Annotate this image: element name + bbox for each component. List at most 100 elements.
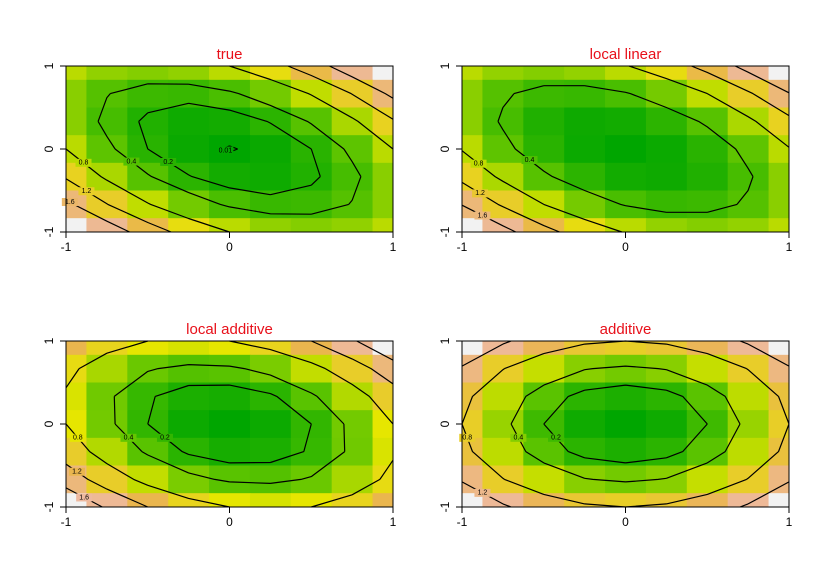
heat-cell [66,382,87,411]
heat-cell [249,135,292,164]
heat-cell [86,107,128,136]
heat-cell [605,437,647,466]
x-tick-label: 1 [390,240,397,254]
heat-cell [86,218,128,233]
heat-cell [86,354,128,383]
x-tick-label: 1 [786,240,793,254]
contour-label-bg [470,159,487,168]
heat-cell [686,66,729,81]
heat-cell [127,218,169,233]
heat-cell [645,341,688,356]
heat-cell [564,66,606,81]
heat-cell [372,341,394,356]
heat-cell [605,493,647,508]
heat-cell [290,162,333,191]
plot-area: 0.01 0.2 0.4 0.8 1.2 1.6 [61,65,394,233]
heat-cell [331,382,374,411]
heat-cell [727,341,770,356]
heat-cell [686,107,729,136]
heat-cell [727,107,770,136]
contour-line [113,364,346,484]
contour-label-bg [474,488,491,497]
heat-cell [209,66,251,81]
contour-label-bg [548,433,565,442]
contour-label-bg [472,189,489,198]
heat-cell [372,162,394,191]
heat-cell [768,135,790,164]
contour-label-bg [123,157,140,166]
heat-cell [605,79,647,108]
heat-cell [462,135,483,164]
heat-cell [168,437,210,466]
heat-cell [127,162,169,191]
heat-cell [372,493,394,508]
heat-cell [645,382,688,411]
heat-cell [686,465,729,494]
heat-cell [605,107,647,136]
heat-cell [168,410,210,439]
contour-label: 1.6 [79,494,89,501]
heat-cell [564,493,606,508]
x-tick-label: 0 [226,515,233,529]
contour-label: 0.4 [127,158,137,165]
heat-cell [686,382,729,411]
heat-cell [605,354,647,383]
x-tick-label: -1 [61,515,72,529]
heat-cell [768,465,790,494]
heat-cell [127,341,169,356]
heat-cell [249,218,292,233]
x-tick-label: 0 [622,515,629,529]
contour-label: 0.4 [514,435,524,442]
heat-cell [462,410,483,439]
heat-cell [331,465,374,494]
contour-label: 0.8 [462,435,472,442]
heat-cell [768,410,790,439]
contour-line [497,85,754,213]
heat-cell [209,107,251,136]
heat-cell [768,190,790,219]
contour-line [461,340,790,508]
heat-cell [372,218,394,233]
contour-label: 1.2 [82,188,92,195]
heat-cell [727,437,770,466]
y-tick-label: -1 [438,226,452,237]
heat-cell [168,493,210,508]
contour-line [510,365,741,483]
heat-cell [482,66,524,81]
heat-cell [331,107,374,136]
heat-cell [372,135,394,164]
heat-cell [66,410,87,439]
heat-cell [249,162,292,191]
heat-cell [331,66,374,81]
heat-cell [462,465,483,494]
heat-cell [209,162,251,191]
heat-cell [372,437,394,466]
contour-label-bg [75,158,92,167]
y-tick-label: 1 [42,62,56,69]
heat-cell [727,382,770,411]
heat-cell [645,354,688,383]
panel-title: local additive [186,321,273,338]
heat-cell [686,190,729,219]
heat-cell [372,79,394,108]
contour-line [97,83,362,215]
contour-label-bg [160,157,177,166]
heat-cell [645,218,688,233]
heat-cell [86,437,128,466]
heat-cell [768,107,790,136]
plot-area: 0.2 0.4 0.8 1.2 1.6 [65,340,394,508]
heat-cell [605,465,647,494]
heat-cell [209,190,251,219]
x-tick-label: -1 [61,240,72,254]
contour-label-bg [78,187,95,196]
heat-cell [523,437,565,466]
heat-cell [168,218,210,233]
heat-cell [66,79,87,108]
heat-cell [686,135,729,164]
contour-label: 0.2 [160,435,170,442]
heat-cell [290,107,333,136]
heat-cell [209,382,251,411]
heat-cell [482,162,524,191]
heat-cell [564,162,606,191]
heat-cell [249,493,292,508]
